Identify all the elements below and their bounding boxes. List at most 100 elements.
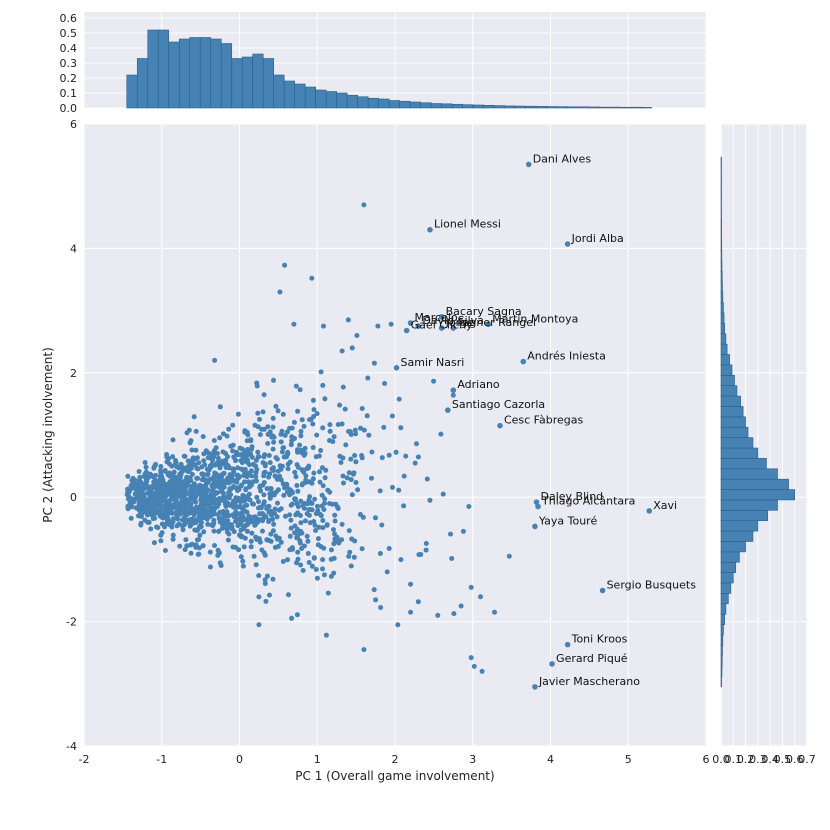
x-tick-label: 2 — [392, 753, 399, 766]
player-name-label: Cesc Fàbregas — [504, 414, 584, 427]
player-point — [246, 480, 252, 486]
player-point — [271, 521, 277, 527]
top-hist-bar — [630, 106, 642, 109]
player-point — [336, 540, 342, 546]
player-point — [332, 518, 338, 524]
player-point — [229, 523, 235, 529]
player-point — [386, 546, 392, 551]
player-point — [492, 609, 498, 615]
player-point — [379, 455, 385, 461]
player-point — [187, 440, 193, 446]
player-name-label: Toni Kroos — [571, 633, 628, 646]
player-point — [352, 427, 358, 433]
player-point — [416, 552, 422, 558]
player-point — [346, 528, 352, 534]
player-point — [128, 498, 134, 504]
player-point — [193, 542, 199, 548]
player-point — [251, 553, 257, 559]
player-point — [323, 632, 329, 638]
player-point — [280, 411, 286, 417]
right-hist-bar — [720, 198, 722, 210]
right-hist-bar — [720, 343, 728, 355]
player-point — [252, 522, 258, 528]
player-point — [254, 478, 259, 484]
right-hist-bar — [720, 281, 723, 293]
player-point — [254, 494, 260, 500]
labeled-player-point — [646, 508, 653, 514]
top-hist-bar — [189, 37, 201, 109]
player-point — [209, 509, 215, 514]
top-y-tick-label: 0.3 — [60, 57, 78, 70]
player-point — [361, 202, 367, 208]
player-point — [143, 464, 149, 470]
player-point — [257, 539, 263, 545]
player-point — [278, 431, 284, 437]
player-point — [182, 547, 188, 553]
player-point — [210, 523, 216, 529]
x-tick-label: 0 — [236, 753, 243, 766]
player-point — [315, 542, 321, 548]
player-point — [348, 477, 354, 483]
player-point — [423, 541, 429, 546]
player-point — [377, 551, 383, 556]
right-hist-bar — [720, 489, 796, 501]
player-point — [361, 427, 367, 433]
player-point — [257, 432, 263, 438]
right-hist-bar — [720, 354, 730, 366]
player-point — [280, 481, 286, 487]
player-point — [245, 447, 250, 452]
player-point — [281, 492, 287, 498]
player-point — [365, 375, 371, 381]
player-point — [350, 471, 356, 477]
right-hist-bar — [720, 271, 723, 283]
player-point — [320, 525, 326, 531]
player-point — [254, 383, 260, 389]
player-point — [261, 392, 267, 398]
top-y-tick-label: 0.1 — [60, 87, 78, 100]
player-point — [345, 317, 351, 323]
player-point — [318, 448, 324, 453]
player-point — [292, 469, 298, 475]
right-hist-bar — [720, 260, 723, 272]
player-point — [273, 403, 279, 409]
player-point — [158, 473, 163, 479]
player-point — [230, 422, 236, 428]
player-point — [164, 454, 170, 460]
player-point — [294, 612, 300, 618]
player-point — [390, 484, 395, 490]
player-point — [217, 509, 223, 515]
player-point — [284, 489, 290, 495]
player-point — [170, 472, 175, 478]
player-point — [198, 513, 204, 519]
player-point — [175, 516, 181, 522]
top-y-tick-label: 0.4 — [60, 42, 78, 55]
player-point — [237, 532, 243, 538]
player-point — [341, 480, 346, 486]
player-point — [170, 518, 176, 524]
player-point — [221, 490, 226, 496]
player-point — [398, 557, 404, 563]
player-point — [207, 564, 213, 570]
player-point — [279, 449, 285, 455]
top-hist-bar — [346, 94, 358, 109]
player-point — [283, 513, 288, 519]
right-hist-bar — [720, 624, 724, 636]
top-marginal-panel: 0.0 0.1 0.2 0.3 0.4 0.5 0.6 — [60, 12, 707, 115]
player-point — [237, 511, 243, 517]
player-point — [311, 414, 317, 419]
player-point — [302, 445, 308, 451]
player-point — [226, 480, 232, 486]
player-point — [157, 497, 163, 503]
top-hist-bar — [294, 83, 306, 109]
labeled-player-point — [564, 241, 571, 247]
player-point — [253, 562, 259, 568]
player-point — [386, 452, 392, 458]
player-point — [353, 431, 359, 437]
player-point — [325, 590, 331, 596]
player-point — [249, 473, 254, 479]
player-point — [197, 523, 203, 529]
player-point — [344, 475, 350, 481]
player-point — [146, 519, 152, 525]
player-point — [294, 483, 300, 488]
player-point — [366, 432, 372, 438]
